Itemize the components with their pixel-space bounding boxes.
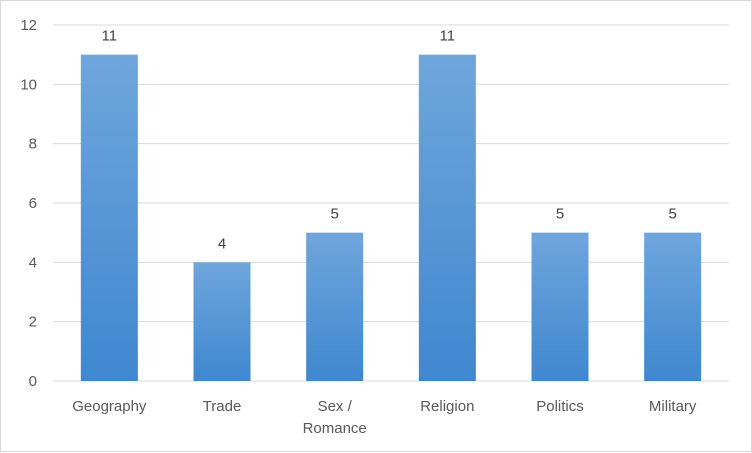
bar	[644, 232, 702, 381]
data-label: 5	[556, 206, 564, 223]
x-tick-label: Trade	[203, 398, 242, 415]
y-tick-label: 6	[29, 195, 37, 212]
y-tick-label: 0	[29, 373, 37, 390]
gridlines	[53, 24, 729, 382]
y-tick-label: 10	[20, 76, 37, 93]
y-tick-label: 2	[29, 314, 37, 331]
y-axis-ticks: 0 2 4 6 8 10 12	[20, 17, 37, 390]
data-label: 11	[102, 28, 118, 45]
bar	[80, 54, 138, 382]
x-tick-label: Military	[649, 398, 697, 415]
data-label: 11	[440, 28, 456, 45]
bar	[531, 232, 589, 381]
bar	[418, 54, 476, 382]
x-tick-label: Religion	[420, 398, 474, 415]
data-label: 5	[330, 206, 338, 223]
data-label: 5	[668, 206, 676, 223]
bars	[80, 54, 702, 382]
x-tick-label: Geography	[72, 398, 147, 415]
y-tick-label: 4	[29, 254, 37, 271]
bar	[193, 262, 251, 381]
data-labels: 11 4 5 11 5 5	[102, 28, 677, 253]
x-tick-label: Politics	[536, 398, 584, 415]
data-label: 4	[218, 235, 226, 252]
x-tick-label: Sex / Romance	[303, 398, 367, 437]
y-tick-label: 12	[20, 17, 37, 34]
bar	[306, 232, 364, 381]
x-axis-ticks: Geography Trade Sex / Romance Religion Politi…	[72, 398, 697, 437]
y-tick-label: 8	[29, 136, 37, 153]
